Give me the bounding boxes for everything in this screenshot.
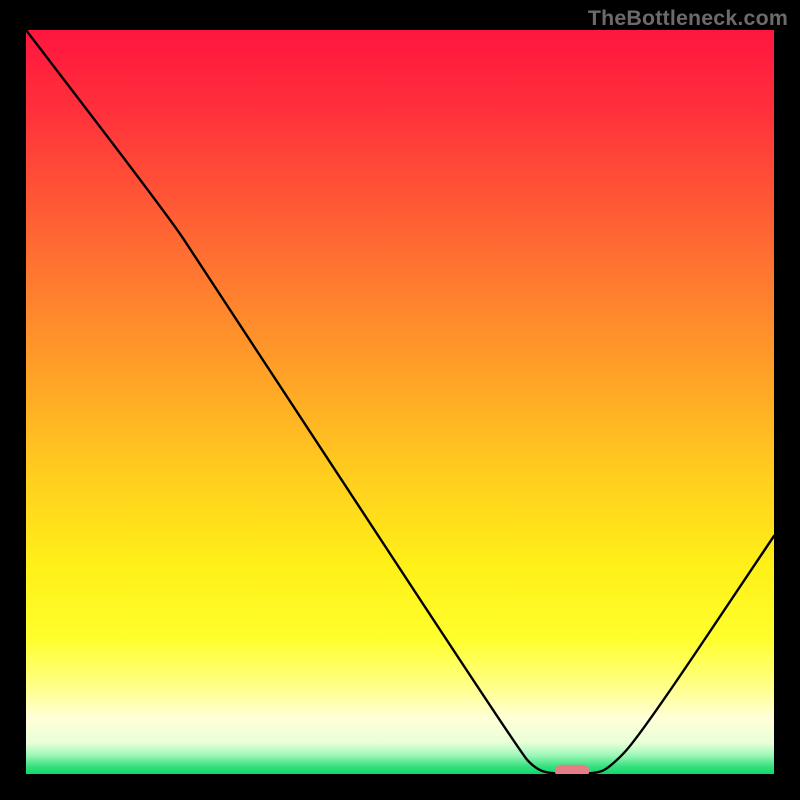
chart-frame: { "watermark": { "text": "TheBottleneck.… [0, 0, 800, 800]
chart-background [26, 30, 774, 774]
plot-area [26, 30, 774, 774]
chart-svg [26, 30, 774, 774]
optimal-marker [555, 765, 589, 774]
watermark-text: TheBottleneck.com [588, 6, 788, 31]
